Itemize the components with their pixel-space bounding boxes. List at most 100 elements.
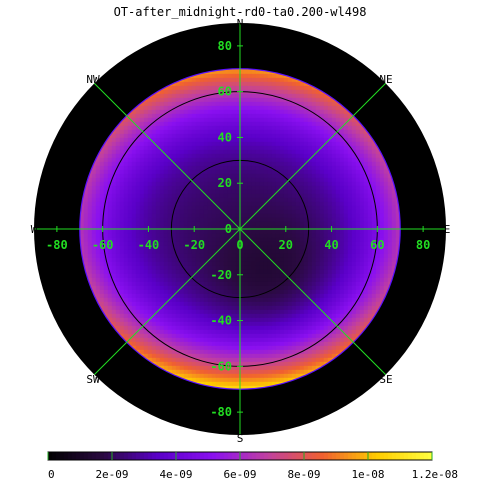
field-cell xyxy=(123,225,129,230)
field-cell xyxy=(351,285,357,290)
field-cell xyxy=(327,233,333,238)
field-cell xyxy=(219,101,225,106)
field-cell xyxy=(275,217,281,222)
field-cell xyxy=(147,161,153,166)
field-cell xyxy=(103,293,109,298)
field-cell xyxy=(147,289,153,294)
field-cell xyxy=(231,205,237,210)
field-cell xyxy=(143,201,149,206)
field-cell xyxy=(267,213,273,218)
field-cell xyxy=(123,289,129,294)
field-cell xyxy=(311,129,317,134)
field-cell xyxy=(155,257,161,262)
field-cell xyxy=(235,357,241,362)
field-cell xyxy=(155,225,161,230)
field-cell xyxy=(203,197,209,202)
field-cell xyxy=(179,217,185,222)
field-cell xyxy=(219,181,225,186)
field-cell xyxy=(267,249,273,254)
field-cell xyxy=(335,169,341,174)
field-cell xyxy=(347,253,353,258)
field-cell xyxy=(247,113,253,118)
field-cell xyxy=(119,333,125,338)
field-cell xyxy=(147,181,153,186)
field-cell xyxy=(231,377,237,382)
field-cell xyxy=(103,173,109,178)
field-cell xyxy=(199,197,205,202)
field-cell xyxy=(367,141,373,146)
field-cell xyxy=(191,269,197,274)
field-cell xyxy=(207,333,213,338)
field-cell xyxy=(239,197,245,202)
field-cell xyxy=(263,217,269,222)
field-cell xyxy=(243,109,249,114)
field-cell xyxy=(227,245,233,250)
field-cell xyxy=(151,157,157,162)
field-cell xyxy=(311,353,317,358)
field-cell xyxy=(127,173,133,178)
field-cell xyxy=(219,157,225,162)
field-cell xyxy=(215,117,221,122)
field-cell xyxy=(387,245,393,250)
field-cell xyxy=(195,189,201,194)
field-cell xyxy=(231,173,237,178)
field-cell xyxy=(135,233,141,238)
field-cell xyxy=(327,321,333,326)
field-cell xyxy=(371,209,377,214)
field-cell xyxy=(263,257,269,262)
field-cell xyxy=(263,97,269,102)
field-cell xyxy=(223,381,229,386)
field-cell xyxy=(203,113,209,118)
field-cell xyxy=(259,229,265,234)
field-cell xyxy=(319,209,325,214)
field-cell xyxy=(267,205,273,210)
field-cell xyxy=(299,333,305,338)
field-cell xyxy=(259,217,265,222)
field-cell xyxy=(267,105,273,110)
field-cell xyxy=(271,109,277,114)
field-cell xyxy=(323,121,329,126)
field-cell xyxy=(91,249,97,254)
field-cell xyxy=(163,125,169,130)
field-cell xyxy=(235,217,241,222)
field-cell xyxy=(267,297,273,302)
field-cell xyxy=(103,297,109,302)
field-cell xyxy=(163,173,169,178)
field-cell xyxy=(111,245,117,250)
field-cell xyxy=(163,269,169,274)
field-cell xyxy=(287,149,293,154)
field-cell xyxy=(351,189,357,194)
field-cell xyxy=(279,221,285,226)
field-cell xyxy=(151,325,157,330)
field-cell xyxy=(355,137,361,142)
field-cell xyxy=(355,253,361,258)
field-cell xyxy=(303,181,309,186)
field-cell xyxy=(315,185,321,190)
field-cell xyxy=(191,157,197,162)
field-cell xyxy=(371,173,377,178)
field-cell xyxy=(99,225,105,230)
field-cell xyxy=(207,201,213,206)
field-cell xyxy=(295,157,301,162)
field-cell xyxy=(119,285,125,290)
field-cell xyxy=(331,265,337,270)
field-cell xyxy=(235,197,241,202)
field-cell xyxy=(207,249,213,254)
field-cell xyxy=(259,341,265,346)
field-cell xyxy=(251,113,257,118)
field-cell xyxy=(211,121,217,126)
field-cell xyxy=(279,285,285,290)
field-cell xyxy=(371,181,377,186)
field-cell xyxy=(183,197,189,202)
field-cell xyxy=(339,317,345,322)
field-cell xyxy=(159,357,165,362)
field-cell xyxy=(251,209,257,214)
field-cell xyxy=(163,293,169,298)
field-cell xyxy=(283,233,289,238)
field-cell xyxy=(95,189,101,194)
field-cell xyxy=(239,333,245,338)
field-cell xyxy=(191,305,197,310)
field-cell xyxy=(307,333,313,338)
field-cell xyxy=(367,241,373,246)
field-cell xyxy=(247,157,253,162)
